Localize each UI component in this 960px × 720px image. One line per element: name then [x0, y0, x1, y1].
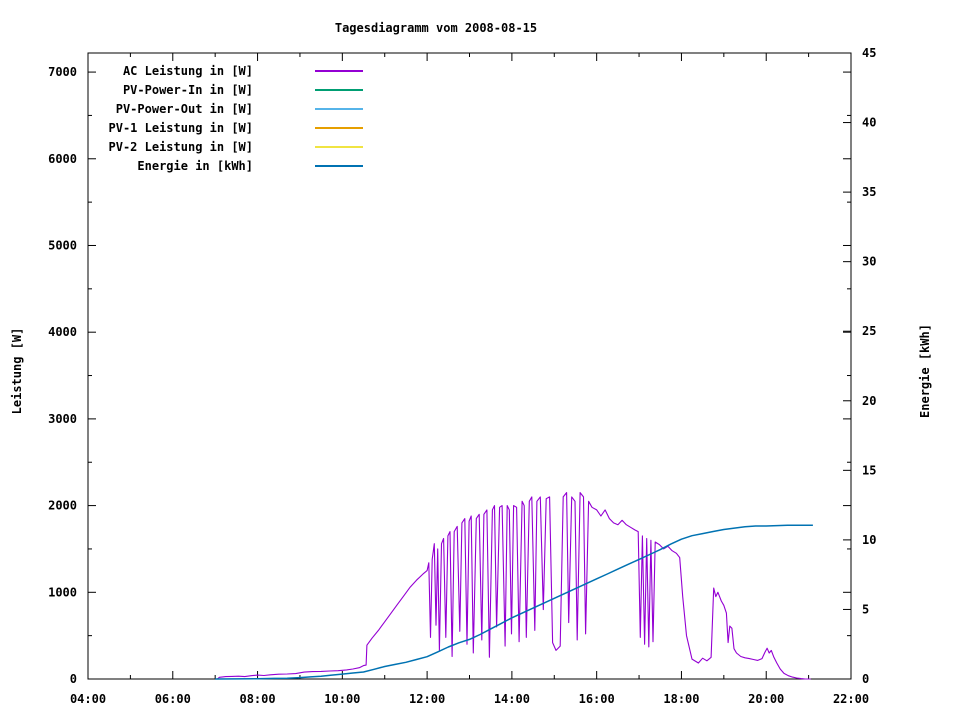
y2-tick-label: 5 — [862, 602, 869, 616]
x-tick-label: 14:00 — [494, 692, 530, 706]
y1-tick-label: 2000 — [48, 499, 77, 513]
x-tick-label: 04:00 — [70, 692, 106, 706]
legend-label-energie: Energie in [kWh] — [137, 159, 253, 173]
y2-tick-label: 10 — [862, 533, 876, 547]
legend: AC Leistung in [W] PV-Power-In in [W] PV-P… — [109, 64, 363, 173]
y2-tick-label: 15 — [862, 463, 876, 477]
y2-tick-label: 0 — [862, 672, 869, 686]
y1-tick-label: 7000 — [48, 65, 77, 79]
legend-label-pv2-leistung: PV-2 Leistung in [W] — [109, 140, 254, 154]
x-tick-label: 06:00 — [155, 692, 191, 706]
y2-tick-label: 40 — [862, 116, 876, 130]
y2-tick-label: 25 — [862, 324, 876, 338]
x-tick-label: 20:00 — [748, 692, 784, 706]
x-tick-labels: 04:00 06:00 08:00 10:00 12:00 14:00 16:00 18:00… — [70, 692, 869, 706]
y2-tick-label: 35 — [862, 185, 876, 199]
legend-label-ac-leistung: AC Leistung in [W] — [123, 64, 253, 78]
x-tick-label: 16:00 — [579, 692, 615, 706]
y1-tick-labels: 0 1000 2000 3000 4000 5000 6000 7000 — [48, 65, 77, 686]
y1-tick-label: 4000 — [48, 325, 77, 339]
y2-tick-label: 20 — [862, 394, 876, 408]
axis-ticks — [87, 52, 852, 680]
y1-tick-label: 6000 — [48, 152, 77, 166]
chart-title: Tagesdiagramm vom 2008-08-15 — [334, 21, 538, 35]
y1-tick-label: 3000 — [48, 412, 77, 426]
x-tick-label: 08:00 — [239, 692, 275, 706]
legend-label-pv1-leistung: PV-1 Leistung in [W] — [109, 121, 254, 135]
legend-label-pv-power-in: PV-Power-In in [W] — [123, 83, 253, 97]
y2-tick-labels: 0 5 10 15 20 25 30 35 40 45 — [862, 46, 876, 686]
y1-tick-label: 0 — [70, 672, 77, 686]
x-tick-label: 12:00 — [409, 692, 445, 706]
x-tick-label: 18:00 — [663, 692, 699, 706]
y1-tick-label: 1000 — [48, 585, 77, 599]
legend-label-pv-power-out: PV-Power-Out in [W] — [116, 102, 253, 116]
x-tick-label: 10:00 — [324, 692, 360, 706]
y2-tick-label: 45 — [862, 46, 876, 60]
series-energie — [215, 524, 813, 680]
y1-tick-label: 5000 — [48, 238, 77, 252]
series-ac-leistung — [216, 492, 811, 680]
x-tick-label: 22:00 — [833, 692, 869, 706]
y2-tick-label: 30 — [862, 255, 876, 269]
